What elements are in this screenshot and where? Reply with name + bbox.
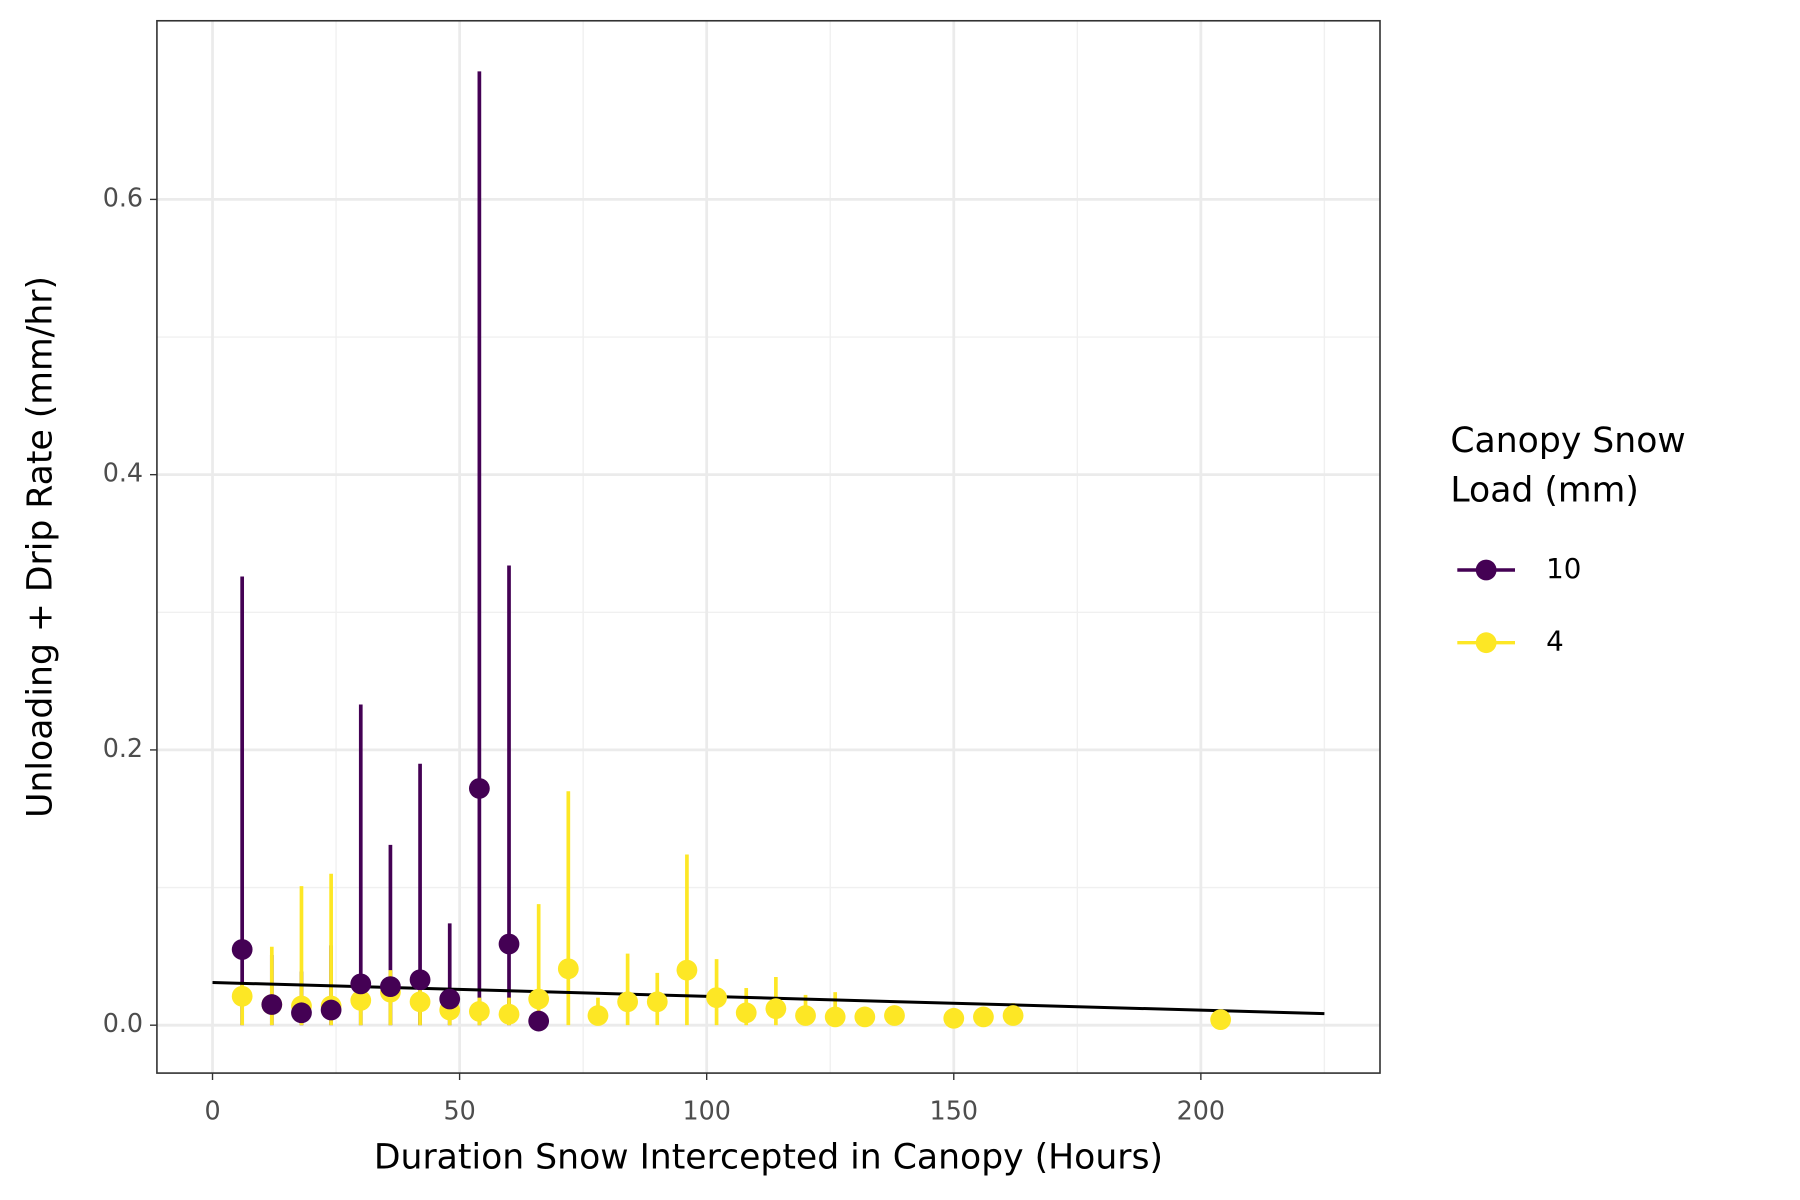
point xyxy=(231,939,253,960)
y-tick-label: 0.0 xyxy=(103,1008,143,1038)
point xyxy=(528,1010,550,1032)
point xyxy=(350,973,372,995)
x-tick-label: 0 xyxy=(204,1095,220,1125)
point xyxy=(231,985,253,1007)
y-axis-title: Unloading + Drip Rate (mm/hr) xyxy=(21,276,61,818)
legend-label: 10 xyxy=(1546,552,1581,585)
point xyxy=(824,1006,846,1028)
point xyxy=(291,1002,312,1024)
point xyxy=(380,976,401,998)
point xyxy=(468,1001,490,1022)
point xyxy=(498,1003,520,1025)
point xyxy=(1210,1009,1232,1031)
point xyxy=(676,959,698,981)
legend-label: 4 xyxy=(1546,625,1564,658)
point xyxy=(498,933,520,955)
legend-title: Canopy Snow xyxy=(1450,421,1685,461)
plot-border xyxy=(156,19,1381,1074)
legend-key-point xyxy=(1475,632,1497,654)
y-tick-label: 0.2 xyxy=(103,733,143,763)
point xyxy=(587,1005,609,1026)
point xyxy=(854,1006,876,1028)
x-tick-label: 200 xyxy=(1177,1095,1225,1125)
point xyxy=(409,969,431,991)
point xyxy=(557,958,579,980)
point xyxy=(795,1005,816,1026)
x-tick-label: 50 xyxy=(443,1095,475,1125)
legend-key-point xyxy=(1475,559,1497,581)
point xyxy=(439,988,461,1010)
point xyxy=(1002,1005,1024,1026)
point xyxy=(350,990,372,1011)
x-tick-label: 150 xyxy=(930,1095,978,1125)
y-tick-label: 0.4 xyxy=(103,458,143,488)
point xyxy=(735,1002,757,1024)
y-tick-label: 0.6 xyxy=(103,182,143,212)
point xyxy=(646,991,668,1013)
point xyxy=(973,1006,994,1028)
point xyxy=(617,991,639,1013)
point xyxy=(943,1007,965,1029)
point xyxy=(528,988,550,1010)
point xyxy=(884,1005,905,1026)
point xyxy=(261,994,283,1015)
legend-title: Load (mm) xyxy=(1450,471,1638,511)
point xyxy=(706,987,727,1009)
point xyxy=(765,998,787,1020)
x-axis-title: Duration Snow Intercepted in Canopy (Hou… xyxy=(374,1137,1163,1177)
point xyxy=(320,999,342,1021)
point xyxy=(468,778,490,799)
x-tick-label: 100 xyxy=(682,1095,730,1125)
point xyxy=(409,991,431,1013)
